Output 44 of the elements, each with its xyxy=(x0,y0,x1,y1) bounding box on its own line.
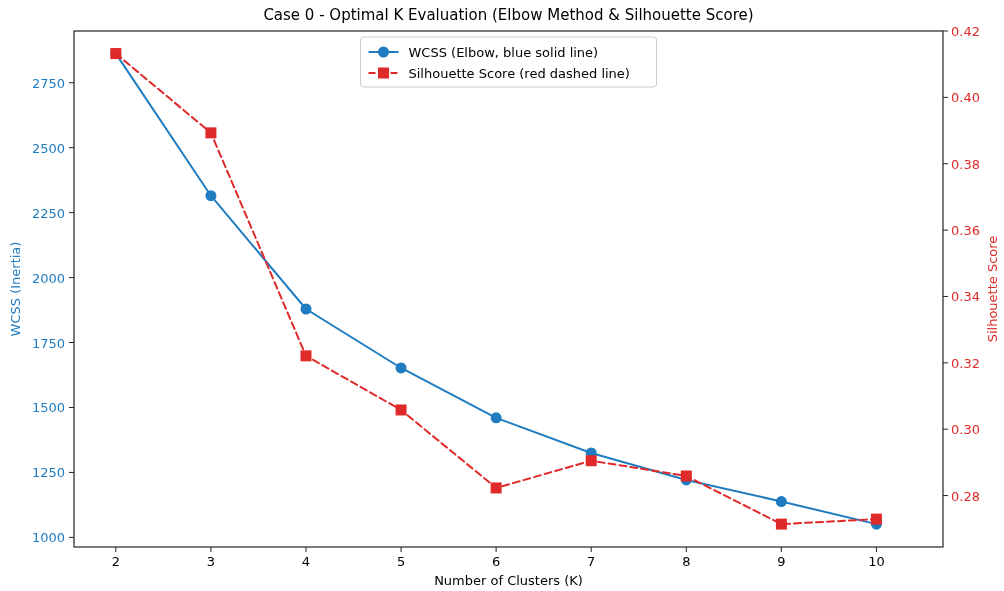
y2-tick-label: 0.32 xyxy=(951,355,980,371)
x-tick-label: 5 xyxy=(396,554,406,569)
point xyxy=(205,190,217,202)
y-tick-label: 2500 xyxy=(31,140,65,156)
y2-tick-label: 0.36 xyxy=(951,223,980,239)
y2-tick-label: 0.28 xyxy=(951,488,980,504)
point xyxy=(205,127,217,139)
x-tick-label: 2 xyxy=(111,554,120,569)
y-tick-label: 1500 xyxy=(31,400,65,416)
point xyxy=(300,303,312,315)
y-tick-label: 1750 xyxy=(31,335,65,351)
y-tick-label: 1000 xyxy=(31,530,65,546)
x-tick-label: 7 xyxy=(587,554,596,569)
y-tick-label: 1250 xyxy=(31,465,65,481)
legend-label: WCSS (Elbow, blue solid line) xyxy=(408,45,599,60)
x-tick-label: 6 xyxy=(492,554,501,569)
y2-tick-label: 0.38 xyxy=(951,156,980,172)
legend-label: Silhouette Score (red dashed line) xyxy=(408,66,630,81)
x-tick-label: 4 xyxy=(301,554,311,569)
x-tick-label: 10 xyxy=(868,554,885,569)
y-tick-label: 2750 xyxy=(31,75,65,91)
point xyxy=(585,455,597,467)
x-axis-title: Number of Clusters (K) xyxy=(434,573,583,588)
x-tick-label: 8 xyxy=(682,554,691,569)
point xyxy=(775,518,787,530)
point xyxy=(395,404,407,416)
point xyxy=(680,470,692,482)
y2-axis-title: Silhouette Score xyxy=(985,235,1000,343)
point xyxy=(490,412,502,424)
y2-tick-label: 0.42 xyxy=(951,24,980,39)
x-tick-label: 9 xyxy=(777,554,786,569)
y-tick-label: 2000 xyxy=(31,270,65,286)
y2-tick-label: 0.34 xyxy=(951,289,980,305)
point xyxy=(300,350,312,362)
point xyxy=(395,362,407,374)
x-tick-label: 3 xyxy=(206,554,216,569)
y-tick-label: 2250 xyxy=(31,205,65,221)
point xyxy=(775,496,787,508)
y-axis-title: WCSS (Inertia) xyxy=(8,241,23,337)
y2-tick-label: 0.30 xyxy=(951,422,980,438)
chart-title: Case 0 - Optimal K Evaluation (Elbow Method & Silhouette Score) xyxy=(263,6,754,24)
point xyxy=(490,482,502,494)
y2-tick-label: 0.40 xyxy=(951,90,980,106)
point xyxy=(870,513,882,525)
